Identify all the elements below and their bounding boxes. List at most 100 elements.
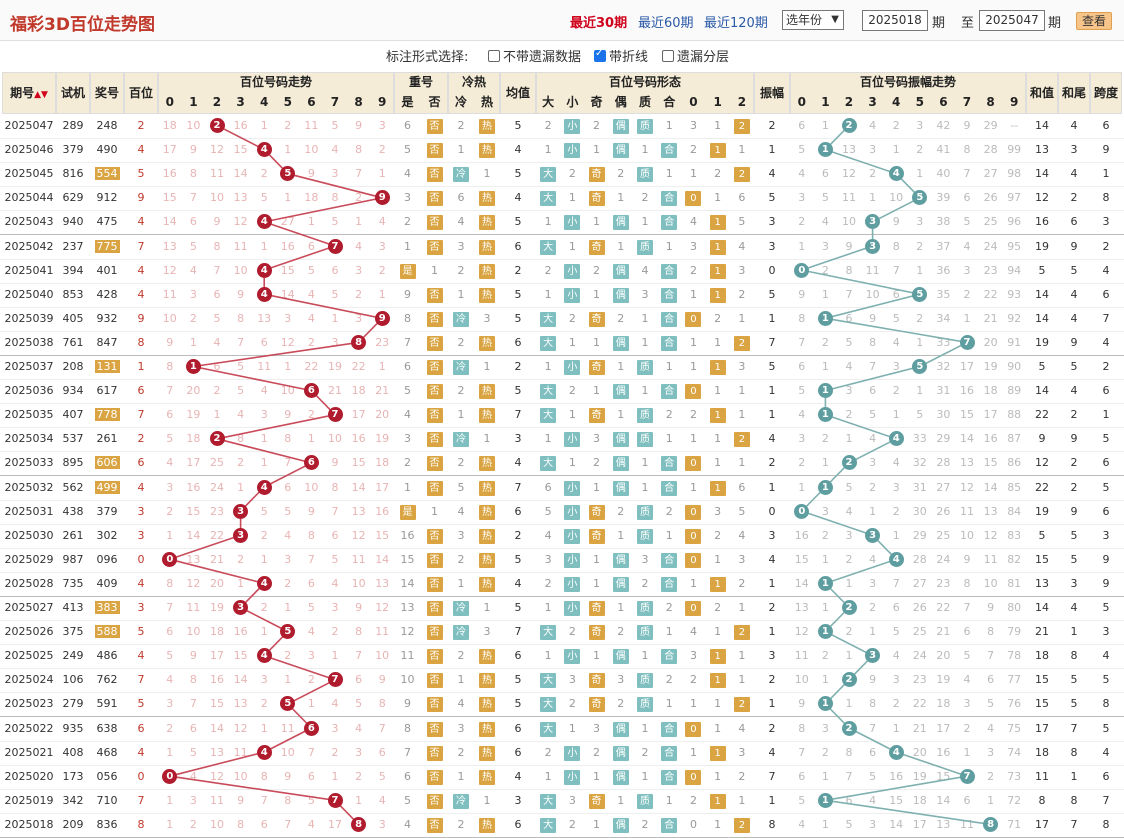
header-period[interactable]: 期号▲▼ [2,72,56,114]
nav-recent-60[interactable]: 最近60期 [638,16,694,31]
option-miss-layer[interactable]: 遗漏分层 [662,46,729,65]
amp-miss-cell: 16 [959,384,974,398]
amp-miss-cell: 21 [912,721,927,735]
period-cell: 2025019 [4,793,54,807]
prize-cell: 836 [96,817,118,831]
amp-miss-cell: 9 [963,119,971,132]
shape-value: 奇 [588,167,605,183]
hot-value: 热 [479,191,495,207]
option-miss-layer-label: 遗漏分层 [677,50,730,65]
shape-value: 小 [564,504,581,520]
trend-miss-cell: 1 [331,311,339,325]
year-select-value: 选年份 [786,13,823,27]
query-button[interactable]: 查看 [1076,12,1112,30]
trend-miss-cell: 19 [186,408,201,422]
shape-cell: 大 [536,162,560,186]
cold-cell: 1 [448,138,474,162]
amp-miss-cell: 74 [1007,745,1022,759]
trend-miss-cell: 9 [189,143,197,157]
hundreds-cell: 4 [137,480,145,494]
from-period-input[interactable]: 2025018 [862,10,928,31]
shape-value: 4 [544,528,552,542]
trend-miss-cell: 15 [233,649,248,663]
amp-miss-cell: 4 [892,335,900,349]
amp-miss-cell: 38 [936,215,951,229]
mod-value: 3 [714,504,722,518]
mod-cell: 1 [730,379,754,403]
amp-miss-cell: 5 [821,191,829,205]
amp-cell: 4 [768,552,776,566]
shape-cell: 合 [657,210,681,234]
shape-cell: 1 [584,813,608,837]
trial-cell: 209 [62,817,84,831]
trend-miss-cell: 1 [307,697,315,711]
cold-cell: 冷 [448,162,474,186]
year-select[interactable]: 选年份 ▼ [782,10,844,30]
hot-cell: 热 [474,186,500,210]
amp-cell: 7 [768,335,776,349]
amp-miss-cell: 4 [798,817,806,831]
shape-cell: 小 [560,524,584,548]
hot-value: 热 [479,576,495,592]
shape-value: 1 [617,528,625,542]
nav-recent-120[interactable]: 最近120期 [704,16,768,31]
trial-cell: 629 [62,191,84,205]
shape-cell: 合 [657,186,681,210]
amp-miss-cell: 89 [1007,384,1022,398]
checkbox-checked-icon[interactable] [594,48,606,62]
trend-miss-cell: 18 [162,119,177,132]
repeat-no-value: 否 [426,697,443,713]
option-polyline[interactable]: 带折线 [594,46,648,65]
checkbox-icon[interactable] [662,50,674,62]
amp-ball: 1 [817,696,833,712]
amp-miss-cell: 5 [798,143,806,157]
amp-miss-cell: 90 [1007,360,1022,373]
shape-value: 1 [617,191,625,205]
shape-value: 质 [636,601,653,616]
hundreds-cell: 4 [137,649,145,663]
shape-cell: 1 [584,283,608,307]
shape-value: 质 [636,697,653,713]
amp-miss-cell: 4 [869,552,877,566]
shape-value: 1 [593,287,601,301]
amp-miss-cell: 14 [959,432,974,446]
shape-cell: 质 [633,162,657,186]
trend-miss-cell: 7 [331,504,339,518]
cold-cell: 1 [448,668,474,692]
amp-miss-cell: 24 [912,649,927,663]
header-cold: 冷 [454,95,467,109]
hot-cell: 3 [474,307,500,331]
shape-cell: 1 [584,644,608,668]
cold-cell: 4 [448,500,474,524]
repeat-yes-value: 9 [404,287,411,301]
header-tail: 和尾 [1058,72,1090,114]
trend-miss-cell: 14 [186,528,201,542]
shape-value: 1 [593,480,601,494]
shape-value: 合 [661,817,678,833]
amp-cell: 2 [768,456,776,470]
shape-cell: 1 [560,451,584,475]
amp-miss-cell: 5 [916,408,924,422]
mod-value: 1 [689,480,697,494]
sum-cell: 14 [1035,119,1049,132]
mod-cell: 2 [730,331,754,355]
checkbox-icon[interactable] [488,50,500,62]
amp-cell: 8 [768,817,776,831]
amp-miss-cell: 2 [916,143,924,157]
trend-miss-cell: 2 [213,384,221,398]
mod-value: 0 [685,552,702,568]
table-row: 2025028 735 409 4 8 12 20 1 4 2 6 4 10 13 14 否 1 热 4 2 小 1 偶 2 合… [0,572,1124,597]
trend-miss-cell: 15 [209,697,224,711]
hot-value: 热 [479,673,495,689]
amp-ball: 0 [794,262,810,278]
option-no-miss[interactable]: 不带遗漏数据 [488,46,581,65]
nav-recent-30[interactable]: 最近30期 [570,16,628,31]
to-period-input[interactable]: 2025047 [979,10,1045,31]
repeat-yes-value: 7 [404,745,411,759]
trend-miss-cell: 10 [233,769,248,783]
shape-value: 奇 [588,504,605,520]
trend-miss-cell: 3 [355,263,363,277]
amp-miss-cell: 96 [1007,215,1022,229]
sum-cell: 14 [1035,601,1049,614]
hot-value: 热 [479,384,495,400]
